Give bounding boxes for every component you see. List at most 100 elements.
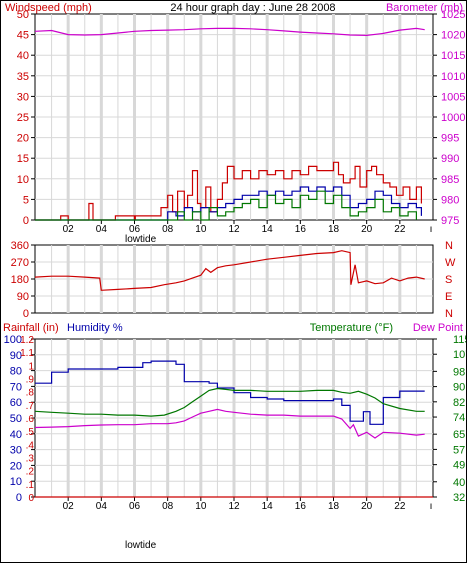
rain-humidity-temp-x-tick-label: 02 — [63, 501, 75, 512]
rain-humidity-temp-x-tick-label: 18 — [328, 501, 340, 512]
barometer-tick-label: 1000 — [441, 112, 465, 124]
rain-humidity-temp-x-tick-label: 12 — [228, 501, 240, 512]
windspeed-tick-label: 40 — [17, 50, 29, 62]
tide-label-top: lowtide — [125, 234, 157, 245]
direction-tick-label: 90 — [17, 291, 29, 303]
rainfall-tick-label: .3 — [26, 454, 35, 465]
series-wind-direction — [34, 250, 425, 291]
direction-tick-label: 0 — [23, 308, 29, 320]
humidity-tick-label: 10 — [10, 476, 22, 488]
rainfall-tick-label: 0 — [28, 493, 34, 504]
temperature-tick-label: 90 — [453, 382, 465, 394]
barometer-axis-label: Barometer (mb) — [386, 2, 463, 14]
humidity-tick-label: 50 — [10, 413, 22, 425]
temperature-tick-label: 40 — [453, 477, 465, 489]
barometer-tick-label: 975 — [441, 215, 459, 227]
temperature-tick-label: 32 — [453, 492, 465, 504]
temperature-tick-label: 98 — [453, 366, 465, 378]
humidity-tick-label: 100 — [4, 334, 22, 346]
rain-humidity-temp-x-tick-label: 08 — [162, 501, 174, 512]
rainfall-tick-label: .7 — [26, 401, 35, 412]
wind-barometer-x-tick-label: 08 — [162, 224, 174, 235]
compass-label: N — [445, 308, 453, 320]
rain-humidity-temp-x-tick-label: 16 — [295, 501, 307, 512]
dewpoint-axis-label: Dew Point — [413, 322, 463, 334]
series-barometer — [34, 27, 425, 37]
wind-barometer-x-tick-label: 18 — [328, 224, 340, 235]
rainfall-tick-label: 1.2 — [20, 335, 34, 346]
barometer-tick-label: 995 — [441, 133, 459, 145]
rain-humidity-temp-x-tick-label: 04 — [96, 501, 108, 512]
compass-label: N — [445, 240, 453, 252]
temperature-tick-label: 74 — [453, 412, 465, 424]
wind-barometer-x-tick-label: 12 — [228, 224, 240, 235]
windspeed-tick-label: 45 — [17, 30, 29, 42]
barometer-tick-label: 985 — [441, 174, 459, 186]
temperature-tick-label: 82 — [453, 397, 465, 409]
temperature-tick-label: 65 — [453, 429, 465, 441]
windspeed-tick-label: 30 — [17, 91, 29, 103]
compass-label: W — [445, 257, 456, 269]
wind-barometer-x-tick-label: 14 — [262, 224, 274, 235]
rainfall-tick-label: .4 — [26, 440, 35, 451]
rain-humidity-temp-x-end-mark: ı — [430, 501, 433, 512]
temperature-tick-label: 57 — [453, 444, 465, 456]
humidity-tick-label: 60 — [10, 397, 22, 409]
windspeed-tick-label: 0 — [23, 215, 29, 227]
windspeed-tick-label: 10 — [17, 174, 29, 186]
humidity-tick-label: 40 — [10, 429, 22, 441]
barometer-tick-label: 1015 — [441, 50, 465, 62]
series-dew-point — [34, 408, 425, 439]
wind-barometer-x-tick-label: 06 — [129, 224, 141, 235]
rainfall-tick-label: .2 — [26, 467, 35, 478]
series-wind-gust — [35, 161, 422, 221]
series-wind-speed — [35, 190, 417, 221]
temperature-tick-label: 49 — [453, 460, 465, 472]
wind-barometer-x-tick-label: 04 — [96, 224, 108, 235]
rain-humidity-temp-x-tick-label: 22 — [394, 501, 406, 512]
wind-barometer-x-tick-label: 02 — [63, 224, 75, 235]
windspeed-tick-label: 15 — [17, 153, 29, 165]
tide-label-bottom: lowtide — [125, 540, 157, 551]
humidity-axis-label: Humidity % — [67, 322, 123, 334]
windspeed-tick-label: 35 — [17, 71, 29, 83]
rainfall-tick-label: .8 — [26, 388, 35, 399]
wind-barometer-x-tick-label: 16 — [295, 224, 307, 235]
barometer-tick-label: 1010 — [441, 71, 465, 83]
page-title: 24 hour graph day : June 28 2008 — [170, 2, 335, 14]
rainfall-tick-label: .6 — [26, 414, 35, 425]
barometer-tick-label: 1020 — [441, 30, 465, 42]
rain-humidity-temp-x-tick-label: 10 — [195, 501, 207, 512]
windspeed-tick-label: 50 — [17, 9, 29, 21]
rainfall-axis-label: Rainfall (in) — [3, 322, 59, 334]
wind-barometer-x-end-mark: ı — [430, 224, 433, 235]
rainfall-tick-label: 1.1 — [20, 348, 34, 359]
wind-barometer-x-tick-label: 10 — [195, 224, 207, 235]
temperature-tick-label: 107 — [453, 349, 466, 361]
humidity-tick-label: 20 — [10, 460, 22, 472]
windspeed-tick-label: 5 — [23, 194, 29, 206]
humidity-tick-label: 0 — [16, 492, 22, 504]
wind-barometer-panel: 0510152025303540455097598098599099510001… — [17, 9, 466, 235]
rainfall-tick-label: .9 — [26, 375, 35, 386]
compass-label: E — [445, 291, 452, 303]
windspeed-axis-label: Windspeed (mph) — [5, 2, 92, 14]
wind-barometer-x-tick-label: 22 — [394, 224, 406, 235]
barometer-tick-label: 980 — [441, 194, 459, 206]
barometer-tick-label: 1025 — [441, 9, 465, 21]
windspeed-tick-label: 20 — [17, 133, 29, 145]
humidity-tick-label: 70 — [10, 381, 22, 393]
rain-humidity-temp-x-tick-label: 06 — [129, 501, 141, 512]
humidity-tick-label: 30 — [10, 445, 22, 457]
rainfall-tick-label: .1 — [26, 480, 35, 491]
rainfall-tick-label: 1 — [28, 361, 34, 372]
rain-humidity-temp-x-tick-label: 20 — [361, 501, 373, 512]
windspeed-tick-label: 25 — [17, 112, 29, 124]
direction-tick-label: 360 — [11, 240, 29, 252]
rain-humidity-temp-panel: 0 10 20 30 40 50 60 70 80 90 100 0 .1 .2 .3 .4 .5 .6 .7 .8.… — [4, 334, 467, 512]
direction-tick-label: 180 — [11, 274, 29, 286]
humidity-tick-label: 90 — [10, 350, 22, 362]
